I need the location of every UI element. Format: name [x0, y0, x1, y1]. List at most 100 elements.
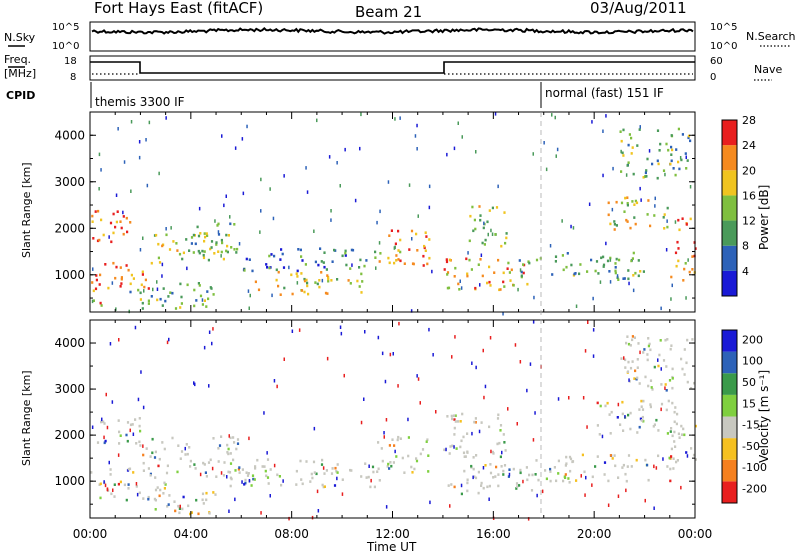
data-cell — [103, 422, 106, 425]
data-cell — [598, 433, 601, 436]
data-cell — [223, 203, 225, 208]
data-cell — [290, 273, 293, 277]
data-cell — [99, 301, 102, 305]
x-tick-label: 00:00 — [73, 527, 108, 541]
data-cell — [602, 255, 605, 259]
data-cell — [428, 205, 431, 210]
data-cell — [450, 414, 453, 418]
data-cell — [654, 204, 656, 208]
data-cell — [453, 485, 456, 489]
data-cell — [269, 468, 272, 471]
data-cell — [169, 291, 172, 294]
data-cell — [269, 494, 271, 498]
data-cell — [446, 271, 450, 274]
data-cell — [135, 485, 138, 488]
data-cell — [305, 278, 308, 282]
data-cell — [670, 153, 673, 156]
data-cell — [146, 183, 149, 188]
data-cell — [557, 459, 560, 463]
data-cell — [330, 209, 332, 213]
data-cell — [472, 456, 475, 459]
data-cell — [491, 450, 494, 454]
data-cell — [194, 382, 196, 387]
data-cell — [143, 285, 146, 289]
data-cell — [625, 479, 628, 483]
data-cell — [425, 440, 428, 443]
data-cell — [408, 183, 411, 187]
data-cell — [536, 493, 538, 498]
data-cell — [677, 432, 680, 436]
data-cell — [653, 423, 656, 426]
data-cell — [314, 281, 317, 284]
data-cell — [227, 447, 230, 451]
data-cell — [491, 232, 494, 236]
data-cell — [443, 268, 446, 271]
data-cell — [623, 356, 625, 360]
data-cell — [488, 497, 490, 501]
data-cell — [639, 186, 641, 191]
data-cell — [125, 498, 128, 502]
data-cell — [326, 292, 329, 295]
data-cell — [181, 257, 184, 261]
data-cell — [339, 184, 341, 188]
data-cell — [127, 467, 130, 471]
data-cell — [649, 405, 652, 409]
data-cell — [473, 218, 476, 222]
data-cell — [300, 289, 304, 292]
data-cell — [333, 248, 336, 252]
data-cell — [656, 159, 659, 163]
data-cell — [107, 286, 110, 290]
data-cell — [689, 139, 692, 143]
data-cell — [580, 474, 582, 478]
data-cell — [489, 336, 492, 340]
data-cell — [620, 170, 623, 173]
data-cell — [665, 142, 668, 146]
data-cell — [154, 488, 158, 492]
data-cell — [486, 220, 489, 224]
data-cell — [295, 272, 298, 275]
data-cell — [679, 156, 682, 160]
data-cell — [236, 442, 240, 445]
data-cell — [122, 210, 124, 215]
data-cell — [309, 480, 312, 483]
data-cell — [482, 226, 485, 230]
data-cell — [388, 444, 391, 447]
freq-label: Freq. — [4, 53, 31, 66]
data-cell — [358, 266, 361, 269]
data-cell — [94, 287, 98, 291]
data-cell — [91, 214, 94, 218]
data-cell — [624, 415, 626, 419]
data-cell — [541, 489, 544, 494]
data-cell — [149, 455, 152, 458]
data-cell — [403, 471, 406, 474]
data-cell — [114, 276, 117, 280]
data-cell — [282, 266, 286, 269]
data-cell — [333, 484, 337, 487]
data-cell — [334, 466, 337, 470]
data-cell — [417, 214, 419, 218]
data-cell — [670, 134, 673, 137]
freq-tick-top: 18 — [64, 56, 77, 67]
data-cell — [211, 341, 213, 346]
data-cell — [574, 272, 577, 275]
data-cell — [684, 152, 687, 155]
y-tick-label: 1000 — [54, 474, 85, 488]
data-cell — [264, 469, 267, 473]
data-cell — [565, 265, 568, 269]
data-cell — [445, 447, 447, 452]
data-cell — [670, 455, 673, 458]
data-cell — [562, 268, 565, 272]
data-cell — [138, 140, 141, 144]
data-cell — [161, 262, 164, 267]
data-cell — [254, 467, 257, 470]
data-cell — [313, 229, 315, 233]
data-cell — [424, 249, 427, 252]
data-cell — [640, 405, 643, 408]
data-cell — [316, 118, 318, 123]
data-cell — [100, 168, 102, 172]
data-cell — [252, 477, 255, 481]
data-cell — [666, 338, 669, 341]
data-cell — [171, 436, 174, 440]
data-cell — [425, 235, 428, 238]
data-cell — [586, 270, 589, 273]
